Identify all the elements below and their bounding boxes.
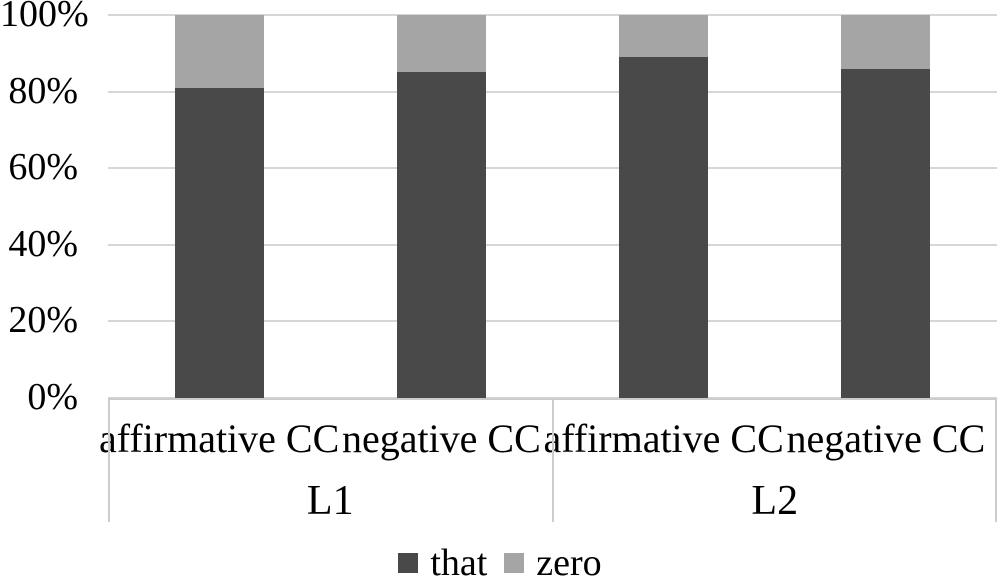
group-label: L2 <box>751 478 799 524</box>
category-row: affirmative CC negative CC affirmative CC n… <box>98 410 997 468</box>
bar-3 <box>619 15 709 398</box>
legend-swatch-that <box>398 553 419 573</box>
bar-segment-that <box>841 68 931 398</box>
y-axis-tick-label: 20% <box>8 299 78 342</box>
bar-4 <box>841 15 931 398</box>
gridline <box>108 14 997 16</box>
gridline <box>108 243 997 246</box>
gridline <box>108 320 997 323</box>
bar-segment-that <box>396 72 486 398</box>
y-axis-tick-label: 80% <box>8 69 78 112</box>
bar-2 <box>396 15 486 398</box>
legend-label-zero: zero <box>536 542 602 579</box>
y-axis-tick-label: 100% <box>0 0 89 36</box>
category-label: affirmative CC <box>98 416 340 461</box>
legend-item-zero: zero <box>504 542 602 579</box>
axis-box-border <box>108 400 110 522</box>
legend-item-that: that <box>398 544 487 579</box>
category-label: affirmative CC <box>543 416 784 461</box>
bar-segment-zero <box>396 15 486 73</box>
plot-area <box>108 14 997 399</box>
bar-1 <box>174 15 264 398</box>
category-axis-box: affirmative CC negative CC affirmative CC n… <box>98 398 997 522</box>
y-axis-tick-label: 40% <box>8 223 78 266</box>
bar-segment-zero <box>619 15 709 58</box>
group-row: L1 L2 <box>108 476 997 526</box>
legend-swatch-zero <box>504 553 525 573</box>
y-axis-tick-label: 60% <box>8 146 78 189</box>
bar-segment-zero <box>841 15 931 69</box>
group-label: L1 <box>306 478 354 524</box>
category-label: negative CC <box>341 416 541 461</box>
legend-label-that: that <box>430 542 488 579</box>
bar-segment-zero <box>174 15 264 88</box>
gridline <box>108 90 997 93</box>
gridline <box>108 167 997 170</box>
bar-segment-that <box>174 87 264 398</box>
bar-segment-that <box>619 57 709 398</box>
axis-box-border <box>995 400 997 522</box>
y-axis-tick-label: 0% <box>27 376 78 419</box>
legend: that zero <box>0 543 1000 579</box>
axis-box-divider <box>552 400 554 522</box>
category-label: negative CC <box>786 416 986 461</box>
